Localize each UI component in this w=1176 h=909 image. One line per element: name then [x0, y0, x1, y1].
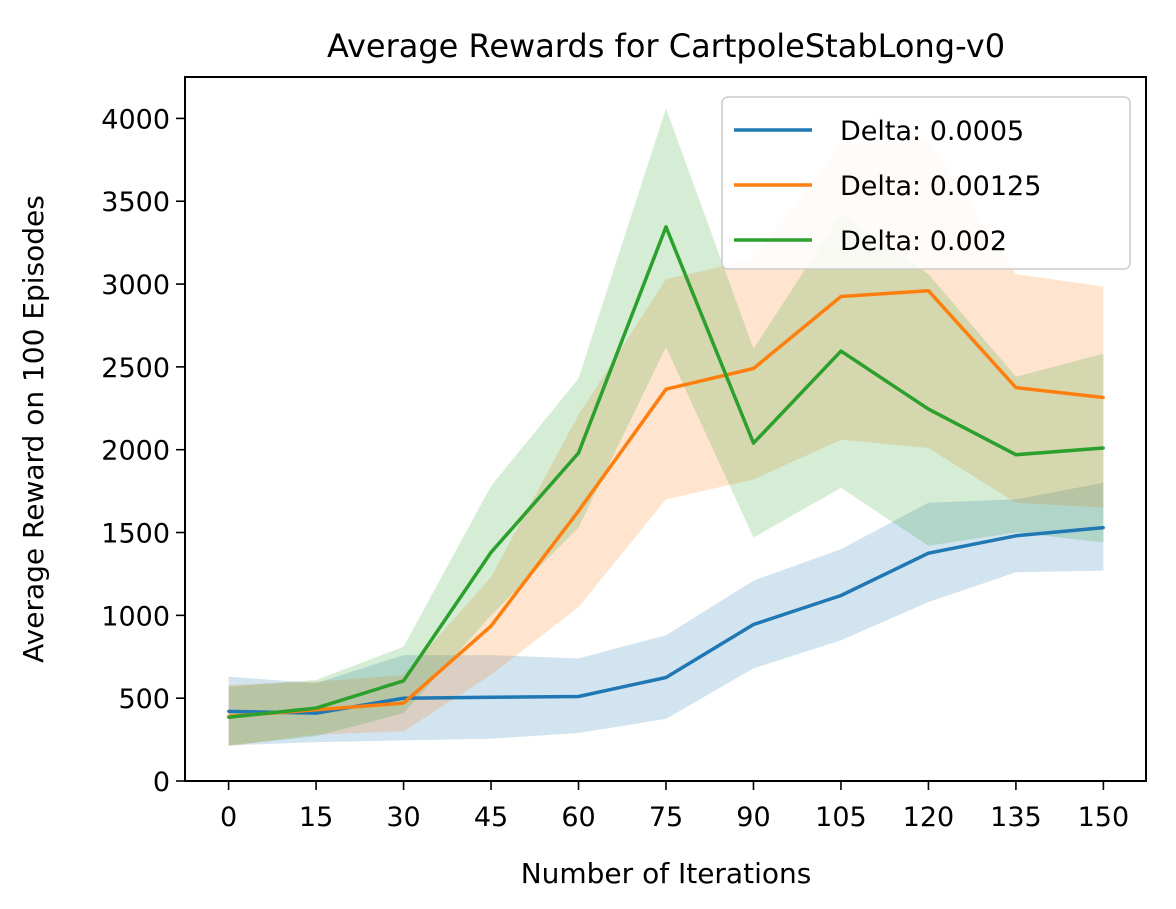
point-delta-0-00125-30 — [402, 701, 406, 705]
y-axis-label: Average Reward on 100 Episodes — [17, 195, 50, 663]
x-tick-label: 30 — [386, 802, 420, 833]
x-axis-label: Number of Iterations — [521, 857, 812, 890]
y-tick-label: 1500 — [101, 519, 170, 550]
y-tick-label: 3000 — [101, 270, 170, 301]
point-delta-0-00125-75 — [664, 387, 668, 391]
point-delta-0-0005-150 — [1101, 526, 1105, 530]
point-delta-0-0005-60 — [577, 695, 580, 698]
y-tick-label: 4000 — [101, 104, 170, 135]
point-delta-0-0005-15 — [314, 711, 318, 715]
point-delta-0-0005-120 — [926, 551, 930, 555]
x-tick-label: 120 — [903, 802, 955, 833]
point-delta-0-002-60 — [577, 451, 580, 455]
chart-title: Average Rewards for CartpoleStabLong-v0 — [327, 27, 1005, 65]
y-tick-label: 2500 — [101, 353, 170, 384]
x-tick-label: 15 — [299, 802, 333, 833]
x-tick-label: 45 — [474, 802, 508, 833]
band-delta-0-00125 — [228, 138, 1104, 747]
point-delta-0-0005-105 — [839, 594, 843, 597]
point-delta-0-002-15 — [314, 706, 318, 710]
data-points — [227, 225, 1105, 719]
legend-label-delta-0-002: Delta: 0.002 — [840, 226, 1007, 257]
x-tick-label: 75 — [649, 802, 683, 833]
legend-label-delta-0-00125: Delta: 0.00125 — [840, 171, 1041, 202]
y-tick-label: 0 — [153, 767, 170, 798]
legend: Delta: 0.0005 Delta: 0.00125 Delta: 0.002 — [721, 96, 1131, 270]
y-tick-label: 3500 — [101, 187, 170, 218]
point-delta-0-0005-30 — [402, 696, 406, 700]
point-delta-0-002-135 — [1014, 453, 1018, 457]
y-tick-label: 2000 — [101, 436, 170, 467]
point-delta-0-0005-45 — [489, 695, 493, 699]
x-tick-label: 150 — [1078, 802, 1130, 833]
legend-box — [721, 96, 1131, 270]
point-delta-0-0005-135 — [1014, 534, 1018, 538]
point-delta-0-002-105 — [839, 349, 843, 353]
x-axis-ticks: 0 15 30 45 60 75 90 105 120 135 150 — [220, 781, 1129, 833]
point-delta-0-00125-150 — [1101, 396, 1105, 399]
point-delta-0-002-75 — [664, 225, 668, 229]
point-delta-0-00125-45 — [489, 624, 493, 628]
point-delta-0-00125-105 — [839, 295, 843, 298]
point-delta-0-0005-0 — [227, 709, 231, 713]
y-tick-label: 500 — [118, 684, 170, 715]
x-tick-label: 0 — [220, 802, 237, 833]
legend-label-delta-0-0005: Delta: 0.0005 — [840, 116, 1024, 147]
y-axis-ticks: 0 500 1000 1500 2000 2500 3000 3500 4000 — [101, 104, 185, 798]
point-delta-0-002-30 — [402, 679, 406, 683]
point-delta-0-002-150 — [1101, 446, 1105, 450]
x-tick-label: 90 — [736, 802, 770, 833]
point-delta-0-00125-60 — [577, 509, 580, 513]
point-delta-0-002-120 — [926, 407, 930, 411]
point-delta-0-0005-90 — [752, 623, 755, 626]
point-delta-0-0005-75 — [664, 676, 668, 679]
point-delta-0-00125-90 — [752, 367, 755, 370]
point-delta-0-002-45 — [489, 550, 493, 554]
x-tick-label: 135 — [990, 802, 1042, 833]
point-delta-0-002-0 — [227, 715, 231, 719]
point-delta-0-00125-120 — [926, 289, 930, 293]
band-delta-0-0005 — [228, 482, 1104, 746]
x-tick-label: 105 — [815, 802, 867, 833]
y-tick-label: 1000 — [101, 601, 170, 632]
x-tick-label: 60 — [561, 802, 595, 833]
point-delta-0-002-90 — [752, 441, 755, 445]
point-delta-0-00125-135 — [1014, 386, 1018, 390]
